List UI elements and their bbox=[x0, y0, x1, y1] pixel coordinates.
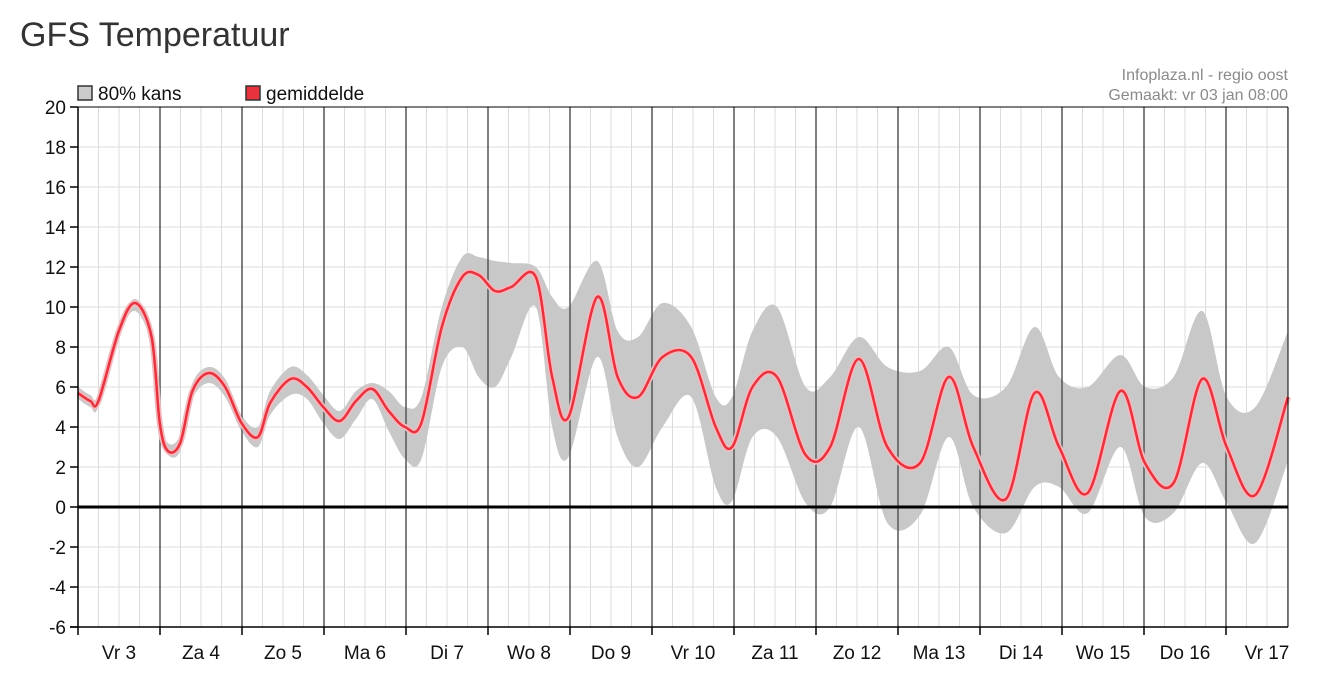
x-tick-label: Za 11 bbox=[751, 643, 798, 664]
mean-line bbox=[77, 270, 1290, 502]
y-tick-label: 12 bbox=[45, 258, 66, 279]
y-tick-label: 4 bbox=[55, 418, 66, 439]
legend-swatch-band bbox=[77, 85, 93, 101]
x-tick-label: Zo 12 bbox=[833, 643, 882, 664]
x-tick-label: Za 4 bbox=[182, 643, 220, 664]
credits: Infoplaza.nl - regio oost Gemaakt: vr 03… bbox=[1108, 67, 1288, 104]
y-tick-label: 20 bbox=[45, 98, 66, 119]
x-tick-label: Zo 5 bbox=[264, 643, 302, 664]
y-tick-label: 18 bbox=[45, 138, 66, 159]
y-tick-label: 8 bbox=[55, 338, 66, 359]
x-tick-label: Wo 8 bbox=[507, 643, 551, 664]
x-tick-label: Di 14 bbox=[999, 643, 1044, 664]
legend-label-band: 80% kans bbox=[98, 84, 181, 105]
credit-made: Gemaakt: vr 03 jan 08:00 bbox=[1108, 87, 1288, 104]
y-tick-label: -4 bbox=[49, 578, 66, 599]
y-tick-label: 0 bbox=[55, 498, 66, 519]
x-tick-label: Vr 17 bbox=[1245, 643, 1290, 664]
x-tick-label: Ma 6 bbox=[344, 643, 386, 664]
confidence-band-80 bbox=[78, 253, 1288, 544]
y-tick-label: 16 bbox=[45, 178, 66, 199]
x-tick-label: Do 16 bbox=[1160, 643, 1211, 664]
x-tick-label: Vr 3 bbox=[102, 643, 136, 664]
x-tick-label: Do 9 bbox=[591, 643, 631, 664]
x-tick-label: Ma 13 bbox=[913, 643, 966, 664]
y-tick-label: 14 bbox=[45, 218, 67, 239]
x-tick-label: Di 7 bbox=[430, 643, 464, 664]
x-tick-label: Wo 15 bbox=[1076, 643, 1131, 664]
legend-swatch-mean bbox=[245, 85, 261, 101]
legend-label-mean: gemiddelde bbox=[266, 84, 364, 105]
y-tick-label: -2 bbox=[49, 538, 66, 559]
legend: 80% kans gemiddelde bbox=[77, 84, 364, 105]
axes bbox=[70, 106, 1289, 635]
credit-source: Infoplaza.nl - regio oost bbox=[1122, 67, 1289, 84]
y-tick-label: 2 bbox=[55, 458, 66, 479]
y-tick-label: 6 bbox=[55, 378, 66, 399]
day-gridlines bbox=[159, 107, 1227, 627]
x-tick-label: Vr 10 bbox=[671, 643, 716, 664]
x-axis-ticks: Vr 3 Za 4 Zo 5 Ma 6 Di 7 Wo 8 Do 9 Vr 10 Za 11 Zo… bbox=[102, 627, 1289, 664]
y-tick-label: -6 bbox=[49, 618, 66, 639]
page-title: GFS Temperatuur bbox=[20, 16, 290, 54]
y-tick-label: 10 bbox=[45, 298, 66, 319]
